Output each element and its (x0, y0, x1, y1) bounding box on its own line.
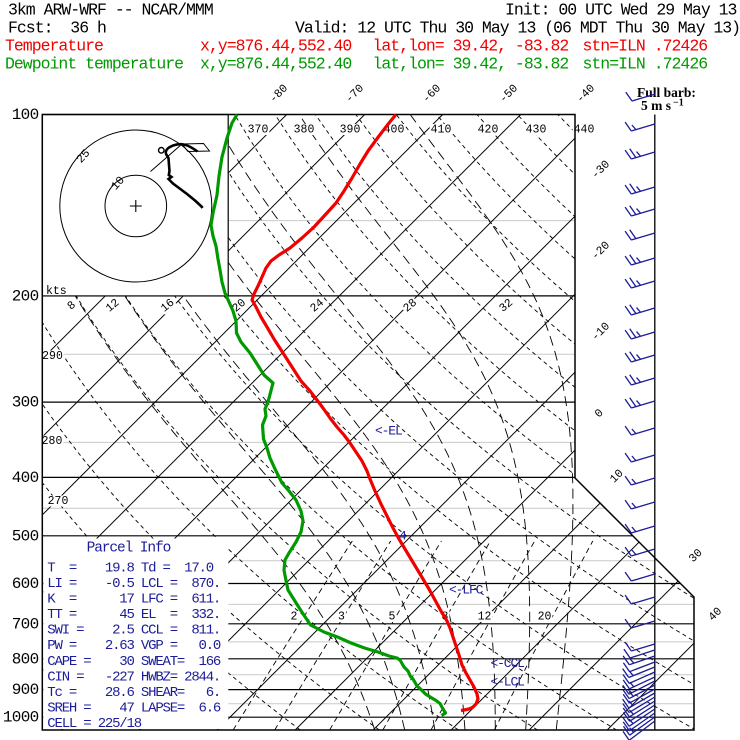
svg-text:CIN = -227 HWBZ= 2844.: CIN = -227 HWBZ= 2844. (47, 669, 220, 685)
svg-text:700: 700 (12, 615, 39, 633)
svg-text:900: 900 (12, 681, 39, 699)
svg-text:K = 17 LFC = 611.: K = 17 LFC = 611. (47, 592, 220, 608)
svg-text:Full barb:: Full barb: (637, 85, 696, 100)
svg-text:<-CCL: <-CCL (491, 656, 525, 671)
svg-text:CAPE = 30 SWEAT= 166: CAPE = 30 SWEAT= 166 (47, 654, 221, 670)
svg-text:x,y=876.44,552.40: x,y=876.44,552.40 (200, 37, 351, 56)
svg-text:410: 410 (431, 124, 452, 137)
svg-text:100: 100 (12, 106, 39, 124)
svg-text:380: 380 (294, 124, 315, 137)
svg-text:200: 200 (12, 287, 39, 305)
svg-text:Parcel Info: Parcel Info (87, 541, 171, 557)
svg-text:<-EL: <-EL (375, 424, 402, 439)
svg-text:lat,lon= 39.42, -83.82: lat,lon= 39.42, -83.82 (373, 37, 569, 56)
svg-text:290: 290 (42, 350, 63, 363)
svg-text:430: 430 (526, 124, 547, 137)
svg-text:5 m s: 5 m s (641, 98, 671, 113)
svg-text:<-LCL: <-LCL (491, 675, 525, 690)
svg-text:Valid: 12 UTC Thu 30 May 13 (0: Valid: 12 UTC Thu 30 May 13 (06 MDT Thu … (295, 19, 740, 38)
svg-text:<-LFC: <-LFC (449, 583, 484, 598)
svg-text:Fcst: 36 h: Fcst: 36 h (8, 19, 106, 38)
svg-text:Tc = 28.6 SHEAR= 6.: Tc = 28.6 SHEAR= 6. (47, 685, 220, 701)
svg-text:Dewpoint temperature: Dewpoint temperature (5, 55, 183, 74)
svg-text:x,y=876.44,552.40: x,y=876.44,552.40 (200, 55, 351, 74)
svg-text:400: 400 (12, 469, 39, 487)
svg-text:400: 400 (384, 124, 405, 137)
svg-text:800: 800 (12, 650, 39, 668)
svg-text:300: 300 (12, 394, 39, 412)
svg-text:SREH = 47 LAPSE= 6.6: SREH = 47 LAPSE= 6.6 (47, 701, 221, 717)
svg-text:370: 370 (248, 124, 269, 137)
svg-text:2: 2 (291, 611, 298, 624)
svg-text:stn=ILN .72426: stn=ILN .72426 (583, 55, 708, 74)
svg-text:lat,lon= 39.42, -83.82: lat,lon= 39.42, -83.82 (373, 55, 569, 74)
svg-text:5: 5 (389, 611, 396, 624)
svg-text:3km ARW-WRF -- NCAR/MMM: 3km ARW-WRF -- NCAR/MMM (8, 1, 213, 20)
svg-text:12: 12 (478, 611, 492, 624)
svg-text:3: 3 (338, 611, 345, 624)
svg-text:280: 280 (42, 435, 63, 448)
svg-text:420: 420 (478, 124, 499, 137)
svg-text:−1: −1 (673, 98, 684, 109)
svg-text:270: 270 (48, 495, 69, 508)
svg-text:kts: kts (46, 285, 67, 298)
svg-text:CELL = 225/18: CELL = 225/18 (47, 716, 141, 732)
svg-text:stn=ILN .72426: stn=ILN .72426 (583, 37, 708, 56)
svg-text:440: 440 (574, 124, 595, 137)
svg-text:Init: 00 UTC Wed 29 May 13: Init: 00 UTC Wed 29 May 13 (505, 1, 737, 20)
svg-text:4: 4 (399, 529, 407, 544)
svg-text:20: 20 (538, 611, 552, 624)
svg-text:PW = 2.63 VGP = 0.0: PW = 2.63 VGP = 0.0 (47, 638, 221, 654)
svg-text:600: 600 (12, 575, 39, 593)
svg-text:500: 500 (12, 527, 39, 545)
svg-text:1000: 1000 (3, 709, 39, 727)
svg-text:Temperature: Temperature (5, 37, 103, 56)
svg-text:TT = 45 EL = 332.: TT = 45 EL = 332. (47, 607, 220, 623)
svg-text:390: 390 (340, 124, 361, 137)
svg-text:LI = -0.5 LCL = 870.: LI = -0.5 LCL = 870. (47, 576, 220, 592)
svg-text:T = 19.8 Td = 17.0: T = 19.8 Td = 17.0 (47, 561, 213, 577)
svg-text:SWI = 2.5 CCL = 811.: SWI = 2.5 CCL = 811. (47, 623, 220, 639)
